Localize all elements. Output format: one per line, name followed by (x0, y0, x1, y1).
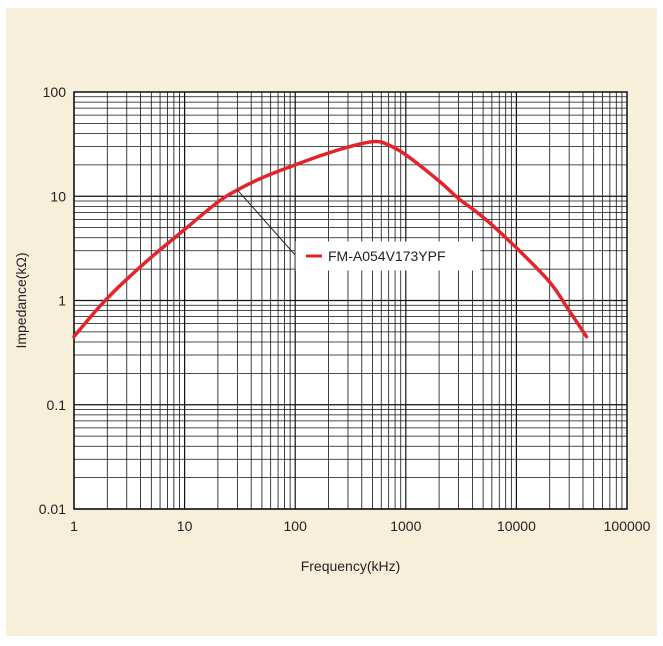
x-tick-label: 10000 (497, 518, 536, 534)
legend: FM-A054V173YPF (295, 241, 481, 271)
x-axis-label: Frequency(kHz) (301, 558, 401, 574)
y-tick-label: 1 (58, 293, 66, 309)
x-tick-label: 10 (177, 518, 193, 534)
y-tick-label: 10 (50, 188, 66, 204)
y-tick-label: 0.01 (39, 501, 66, 517)
y-tick-label: 0.1 (47, 397, 67, 413)
legend-label: FM-A054V173YPF (328, 248, 446, 264)
y-tick-label: 100 (43, 84, 67, 100)
x-tick-label: 1 (70, 518, 78, 534)
legend-box (295, 241, 481, 271)
x-tick-label: 1000 (390, 518, 421, 534)
series-line-fm-a054v173ypf (72, 139, 589, 339)
plot-border (73, 91, 628, 510)
x-tick-label: 100 (284, 518, 308, 534)
x-tick-label: 100000 (604, 518, 651, 534)
y-tick-labels: 0.01 0.1 1 10 100 (39, 84, 66, 517)
y-axis-label: Impedance(kΩ) (13, 252, 29, 348)
grid-lines (73, 92, 627, 510)
legend-leader-line (236, 189, 297, 257)
x-tick-labels: 1 10 100 1000 10000 100000 (70, 518, 650, 534)
